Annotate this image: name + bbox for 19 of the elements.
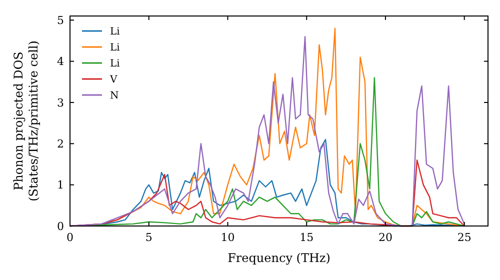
y-tick-label: 5 bbox=[57, 14, 64, 27]
legend-label: N bbox=[110, 90, 119, 102]
legend-label: Li bbox=[110, 58, 120, 70]
x-tick-label: 5 bbox=[145, 231, 152, 244]
x-tick-label: 20 bbox=[378, 231, 392, 244]
y-tick-label: 1 bbox=[57, 178, 64, 192]
legend-label: V bbox=[109, 74, 118, 86]
x-tick-label: 15 bbox=[300, 231, 314, 244]
x-axis-title: Frequency (THz) bbox=[228, 251, 330, 265]
y-tick-label: 4 bbox=[57, 55, 64, 68]
y-tick-label: 0 bbox=[57, 220, 64, 233]
legend-label: Li bbox=[110, 42, 120, 54]
x-tick-label: 25 bbox=[457, 231, 472, 244]
y-tick-label: 2 bbox=[57, 137, 64, 150]
x-tick-label: 10 bbox=[220, 231, 235, 244]
y-axis-title: Phonon projected DOS (States/THz/primitive cell) bbox=[12, 40, 40, 202]
y-tick-label: 3 bbox=[57, 96, 64, 110]
legend-label: Li bbox=[110, 26, 120, 38]
x-tick-label: 0 bbox=[66, 231, 74, 244]
